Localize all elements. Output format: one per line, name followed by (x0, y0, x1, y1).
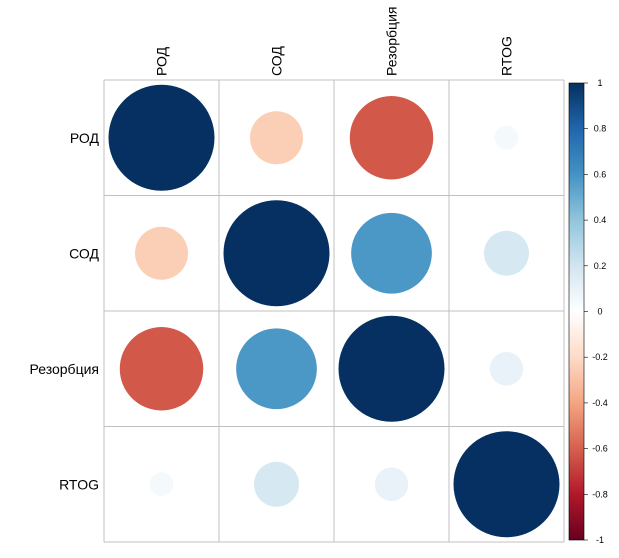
correlation-circle (453, 431, 560, 538)
correlation-cells (108, 84, 560, 538)
correlation-circle (149, 472, 174, 497)
correlation-circle (374, 467, 409, 502)
colorbar-gradient (568, 82, 585, 541)
row-label: RTOG (59, 476, 99, 492)
correlation-circle (338, 315, 445, 422)
row-label: СОД (69, 245, 99, 261)
column-label: РОД (154, 46, 170, 76)
row-label: РОД (70, 130, 100, 146)
column-labels: РОД СОД Резорбция RTOG (154, 7, 515, 76)
colorbar-tick-label: -0.4 (592, 398, 608, 408)
correlation-circle (119, 327, 204, 411)
correlation-circle (484, 230, 529, 276)
correlation-circle (494, 125, 519, 150)
colorbar-tick-label: -0.8 (592, 489, 608, 499)
colorbar-tick-label: 0 (597, 307, 602, 317)
correlation-circle (223, 200, 330, 307)
colorbar-tick-label: -0.2 (592, 352, 608, 362)
column-label: Резорбция (384, 7, 400, 76)
correlation-circle (250, 111, 303, 165)
row-label: Резорбция (30, 361, 99, 377)
colorbar-tick-label: 1 (597, 78, 602, 88)
grid (103, 79, 565, 543)
colorbar-tick-label: 0.8 (594, 124, 607, 134)
column-label: СОД (269, 46, 285, 76)
correlation-circle (351, 212, 432, 294)
colorbar-legend: 1 0.8 0.6 0.4 0.2 0 -0.2 -0.4 -0.6 -0.8 -1 (568, 78, 608, 545)
correlation-circle (489, 351, 524, 386)
colorbar-tick-label: -0.6 (592, 444, 608, 454)
colorbar-tick-label: 0.6 (594, 169, 607, 179)
colorbar-tick-label: 0.4 (594, 215, 607, 225)
row-labels: РОД СОД Резорбция RTOG (30, 130, 100, 493)
colorbar-tick-label: 0.2 (594, 261, 607, 271)
correlation-circle (349, 96, 434, 180)
correlation-circle (108, 84, 215, 191)
column-label: RTOG (499, 36, 515, 76)
colorbar-tick-label: -1 (596, 535, 604, 545)
correlation-circle (135, 226, 188, 280)
correlation-circle (254, 461, 299, 507)
correlation-circle (236, 328, 317, 410)
